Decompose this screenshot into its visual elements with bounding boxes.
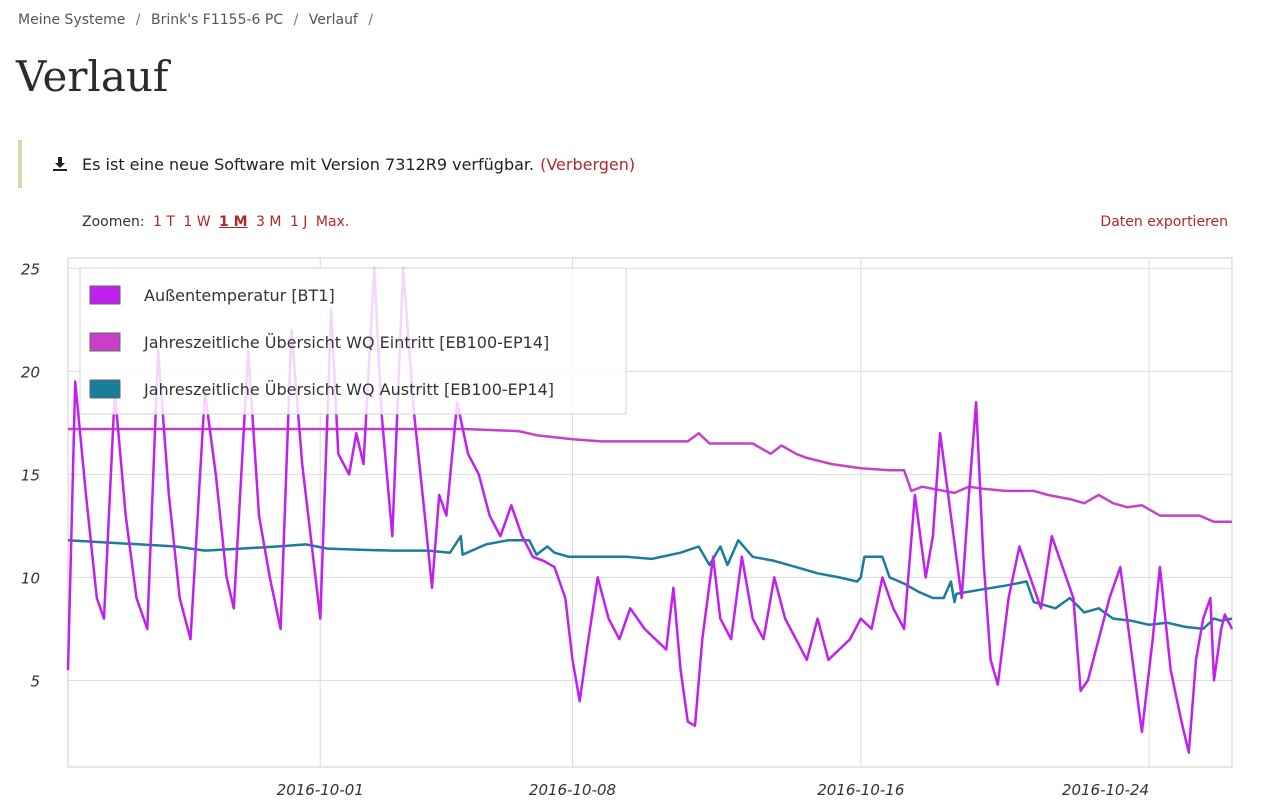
hide-notice-link[interactable]: (Verbergen) [540,154,636,174]
breadcrumb-item-system[interactable]: Brink's F1155-6 PC [150,12,284,28]
chart-legend [79,267,627,415]
breadcrumb-item-systems[interactable]: Meine Systeme [18,12,126,28]
y-tick-label: 15 [21,466,40,484]
breadcrumb-item-history[interactable]: Verlauf [308,12,358,28]
x-tick-label: 2016-10-16 [817,781,904,799]
y-tick-label: 25 [21,260,40,278]
breadcrumb-separator: / [368,12,374,28]
x-tick-label: 2016-10-08 [529,781,616,799]
breadcrumb-separator: / [135,12,141,28]
series-line-0 [66,267,1234,754]
zoom-selector: Zoomen: 1 T 1 W 1 M 3 M 1 J Max. [82,214,349,230]
zoom-option-1j[interactable]: 1 J [289,214,308,230]
export-data-link[interactable]: Daten exportieren [1100,214,1228,230]
x-tick-label: 2016-10-24 [1062,781,1149,799]
legend-swatch [89,332,121,352]
zoom-option-1m[interactable]: 1 M [219,214,248,230]
zoom-label: Zoomen: [82,214,145,230]
x-tick-label: 2016-10-01 [277,781,364,799]
legend-label: Jahreszeitliche Übersicht WQ Eintritt [E… [143,333,549,352]
software-update-notice: Es ist eine neue Software mit Version 73… [18,140,635,188]
legend-swatch [89,379,121,399]
breadcrumb: Meine Systeme / Brink's F1155-6 PC / Ver… [18,12,379,28]
legend-label: Außentemperatur [BT1] [144,286,335,305]
breadcrumb-separator: / [293,12,299,28]
series-line-1 [68,427,1232,524]
zoom-option-max[interactable]: Max. [315,214,350,230]
download-icon [53,157,67,171]
y-tick-label: 10 [21,569,40,587]
legend-swatch [89,285,121,305]
notice-text: Es ist eine neue Software mit Version 73… [82,154,535,174]
zoom-option-3m[interactable]: 3 M [256,214,282,230]
page-title: Verlauf [16,52,169,101]
legend-label: Jahreszeitliche Übersicht WQ Austritt [E… [143,380,554,399]
zoom-option-1t[interactable]: 1 T [153,214,175,230]
zoom-option-1w[interactable]: 1 W [183,214,211,230]
y-tick-label: 20 [21,363,40,381]
y-tick-label: 5 [30,672,40,690]
